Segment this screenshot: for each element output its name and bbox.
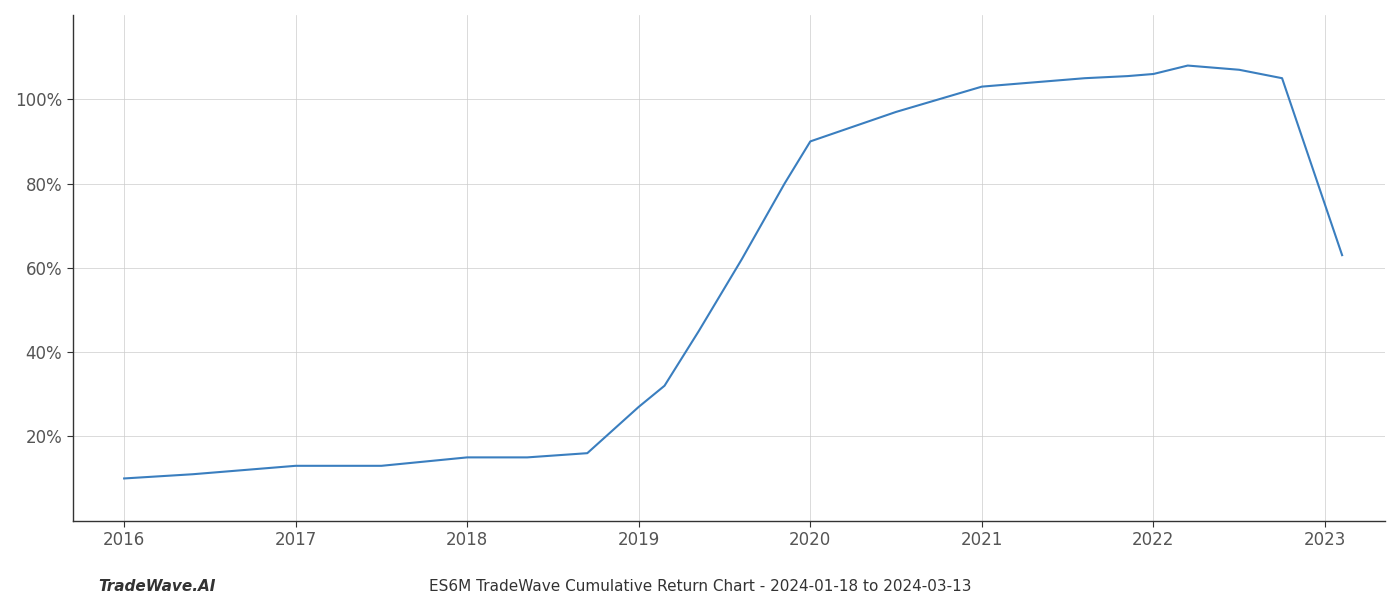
Text: TradeWave.AI: TradeWave.AI xyxy=(98,579,216,594)
Text: ES6M TradeWave Cumulative Return Chart - 2024-01-18 to 2024-03-13: ES6M TradeWave Cumulative Return Chart -… xyxy=(428,579,972,594)
